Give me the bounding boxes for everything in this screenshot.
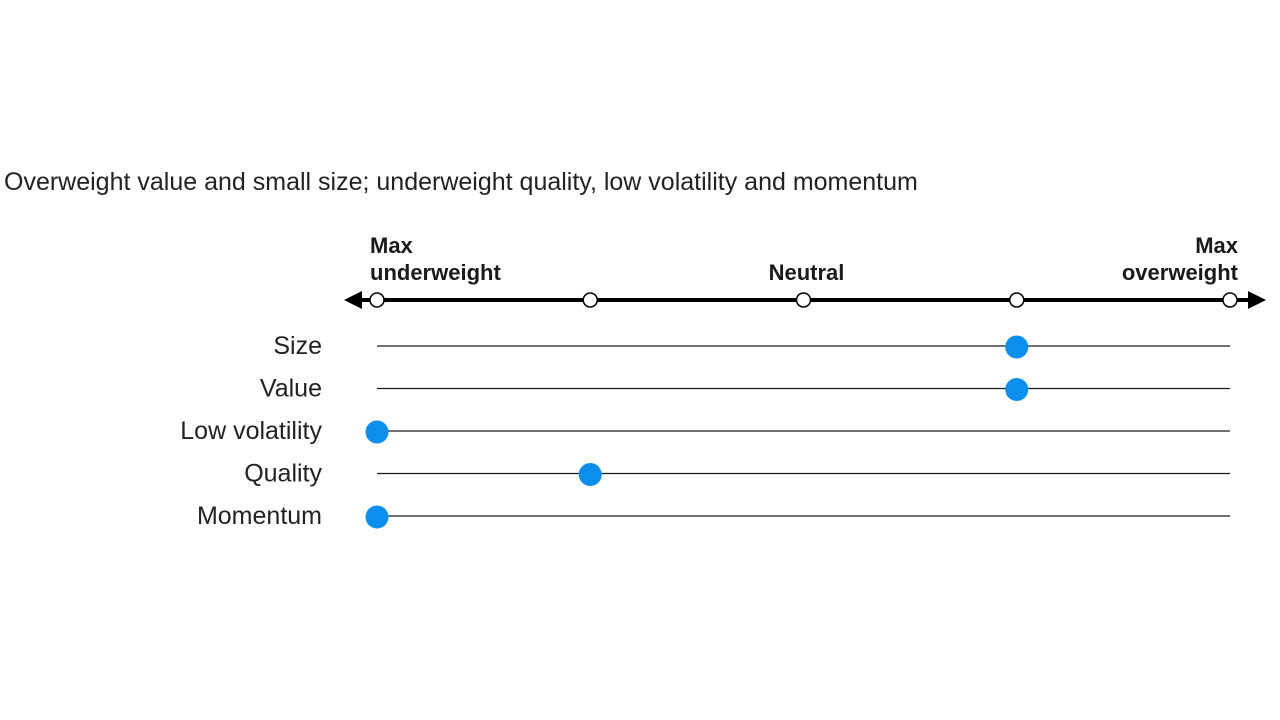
factor-row: Value (260, 375, 1230, 403)
factor-position-marker (1005, 378, 1029, 401)
axis-arrow-right (1248, 291, 1266, 309)
factor-label: Quality (244, 460, 322, 488)
factor-label: Size (273, 332, 322, 360)
factor-row: Size (273, 332, 1230, 360)
axis-tick-marker (582, 292, 598, 308)
factor-row: Low volatility (180, 417, 1230, 445)
factor-row: Momentum (197, 502, 1230, 530)
factor-position-marker (365, 505, 389, 529)
scale-label-center: Neutral (769, 260, 845, 285)
factor-label: Low volatility (180, 417, 322, 445)
factor-label: Value (260, 375, 322, 403)
factor-row: Quality (244, 460, 1230, 488)
axis-arrow-left (344, 291, 362, 309)
factor-position-marker (1005, 335, 1029, 359)
factor-rows: Size Value Low volatility Quality Momentum (180, 332, 1230, 530)
factor-position-marker (365, 420, 389, 444)
scale-label-left: Max (370, 233, 414, 258)
factor-label: Momentum (197, 502, 322, 530)
scale-label-right: Max (1195, 233, 1239, 258)
axis-tick-marker (1009, 292, 1025, 308)
axis-tick-marker (369, 292, 385, 308)
factor-position-marker (578, 463, 602, 486)
scale-axis (344, 291, 1266, 309)
scale-label-right: overweight (1122, 260, 1239, 285)
scale-label-left: underweight (370, 260, 501, 285)
chart-subtitle: Overweight value and small size; underwe… (4, 168, 918, 196)
axis-tick-marker (1222, 292, 1238, 308)
axis-tick-marker (795, 292, 812, 308)
